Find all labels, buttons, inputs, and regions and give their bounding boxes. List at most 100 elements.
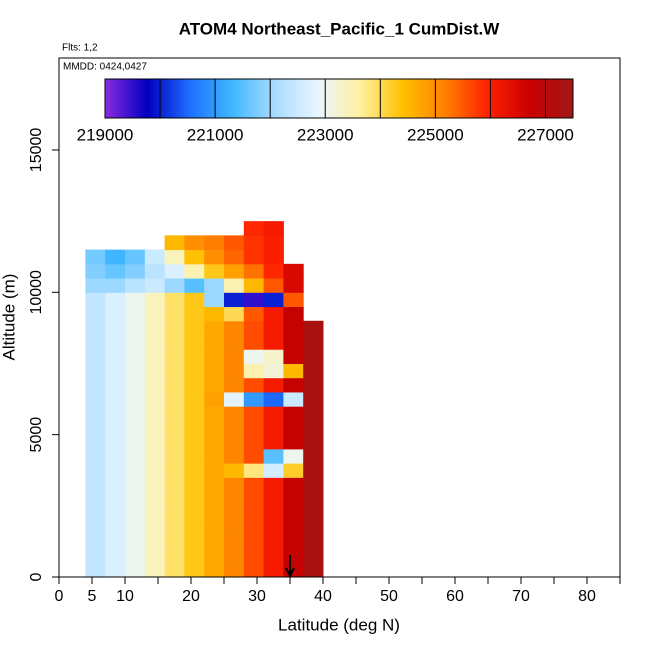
heat-cell bbox=[184, 306, 205, 322]
heat-cell bbox=[105, 391, 126, 407]
heat-cell bbox=[184, 292, 205, 308]
heat-cell bbox=[263, 562, 284, 578]
heat-cell bbox=[303, 335, 324, 350]
heat-cell bbox=[164, 263, 185, 279]
x-tick-label: 20 bbox=[182, 588, 200, 605]
y-tick-label: 5000 bbox=[28, 417, 45, 453]
heat-cell bbox=[263, 249, 284, 265]
heat-cell bbox=[243, 221, 265, 236]
heat-cell bbox=[204, 562, 225, 578]
heat-cell bbox=[204, 520, 225, 535]
heat-cell bbox=[184, 534, 205, 550]
heat-cell bbox=[283, 335, 304, 350]
heat-cell bbox=[164, 335, 185, 350]
heat-cell bbox=[204, 406, 225, 421]
heat-cell bbox=[224, 548, 245, 564]
heat-cell bbox=[105, 292, 126, 308]
heat-cell bbox=[105, 377, 126, 393]
heat-cell bbox=[125, 520, 146, 535]
heat-cell bbox=[204, 292, 225, 308]
heat-cell bbox=[303, 420, 324, 436]
heat-cell bbox=[243, 278, 265, 293]
heat-cell bbox=[283, 349, 304, 364]
heat-cell bbox=[263, 463, 284, 478]
heat-cell bbox=[184, 448, 205, 464]
heat-cell bbox=[204, 249, 225, 265]
heat-cell bbox=[105, 406, 126, 421]
heat-cell bbox=[224, 335, 245, 350]
heat-cell bbox=[224, 249, 245, 265]
heat-cell bbox=[224, 292, 245, 308]
heat-cell bbox=[85, 335, 106, 350]
heat-cell bbox=[263, 306, 284, 322]
heat-cell bbox=[184, 491, 205, 507]
heat-cell bbox=[224, 363, 245, 379]
heat-cell bbox=[125, 335, 146, 350]
heat-cell bbox=[144, 263, 166, 279]
heat-cell bbox=[85, 477, 106, 493]
heat-cell bbox=[243, 349, 265, 364]
heat-cell bbox=[204, 306, 225, 322]
heat-cell bbox=[85, 491, 106, 507]
heat-cell bbox=[184, 434, 205, 450]
heat-cell bbox=[283, 278, 304, 293]
heat-cell bbox=[283, 306, 304, 322]
heat-cell bbox=[164, 306, 185, 322]
heat-cell bbox=[144, 505, 166, 521]
heat-cell bbox=[243, 477, 265, 493]
x-axis-label: Latitude (deg N) bbox=[278, 615, 400, 634]
heat-cell bbox=[263, 391, 284, 407]
heat-cell bbox=[283, 406, 304, 421]
heat-cell bbox=[125, 278, 146, 293]
heat-cell bbox=[125, 320, 146, 336]
heat-cell bbox=[263, 505, 284, 521]
heat-cell bbox=[85, 448, 106, 464]
heat-cell bbox=[204, 278, 225, 293]
heat-cell bbox=[243, 306, 265, 322]
heat-cell bbox=[125, 306, 146, 322]
heat-cell bbox=[243, 520, 265, 535]
heat-cell bbox=[144, 406, 166, 421]
heat-cell bbox=[144, 420, 166, 436]
heat-cell bbox=[283, 448, 304, 464]
heat-cell bbox=[85, 463, 106, 478]
heat-cell bbox=[303, 520, 324, 535]
heat-cell bbox=[125, 363, 146, 379]
heat-cell bbox=[144, 534, 166, 550]
heat-cell bbox=[303, 363, 324, 379]
heat-cell bbox=[105, 534, 126, 550]
heat-cell bbox=[144, 434, 166, 450]
heat-cell bbox=[303, 548, 324, 564]
heat-cell bbox=[105, 434, 126, 450]
colorbar bbox=[104, 78, 574, 119]
heat-cell bbox=[184, 463, 205, 478]
heat-cell bbox=[204, 391, 225, 407]
heat-cell bbox=[125, 249, 146, 265]
heat-cell bbox=[184, 406, 205, 421]
heat-cell bbox=[105, 448, 126, 464]
heat-cell bbox=[224, 534, 245, 550]
heat-cell bbox=[263, 320, 284, 336]
heat-cell bbox=[184, 477, 205, 493]
heat-cell bbox=[283, 292, 304, 308]
heat-cell bbox=[105, 463, 126, 478]
heat-cell bbox=[85, 420, 106, 436]
heat-cell bbox=[164, 477, 185, 493]
heat-cell bbox=[204, 320, 225, 336]
heat-cell bbox=[224, 491, 245, 507]
heat-cell bbox=[204, 548, 225, 564]
heat-cell bbox=[144, 391, 166, 407]
heat-cell bbox=[85, 406, 106, 421]
heat-cell bbox=[224, 235, 245, 251]
heat-cell bbox=[283, 320, 304, 336]
heat-cell bbox=[243, 249, 265, 265]
heat-cell bbox=[105, 520, 126, 535]
heat-cell bbox=[105, 491, 126, 507]
heat-cell bbox=[263, 235, 284, 251]
heat-cell bbox=[283, 491, 304, 507]
heat-cell bbox=[303, 434, 324, 450]
heat-cell bbox=[164, 434, 185, 450]
heat-cell bbox=[144, 562, 166, 578]
heat-cell bbox=[263, 278, 284, 293]
